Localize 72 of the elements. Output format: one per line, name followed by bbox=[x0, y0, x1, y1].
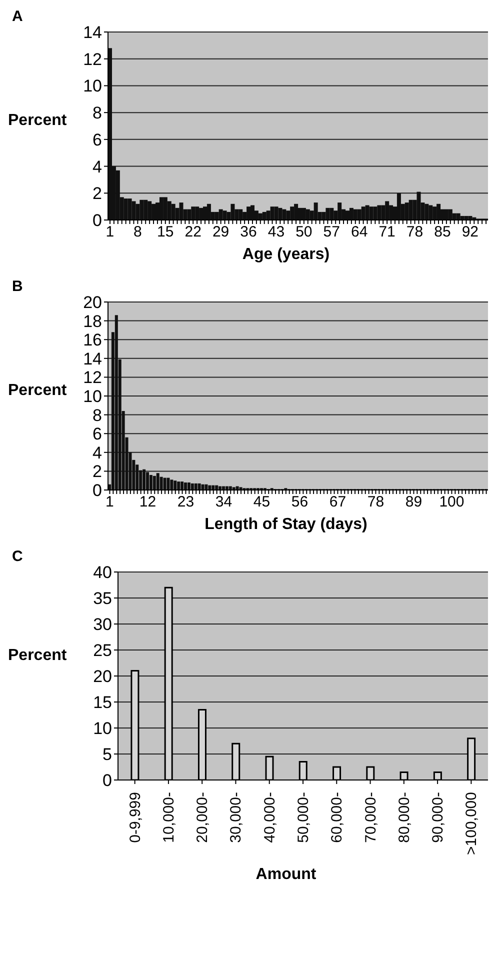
chart-title: B bbox=[12, 278, 23, 295]
y-tick-label: 10 bbox=[83, 387, 102, 406]
x-tick-label: 36 bbox=[240, 224, 257, 241]
x-tick-label: 23 bbox=[177, 494, 194, 511]
x-tick-label: 50 bbox=[296, 224, 312, 241]
x-tick-label: 1 bbox=[106, 494, 114, 511]
y-tick-label: 8 bbox=[92, 406, 102, 425]
x-axis-title: Age (years) bbox=[241, 246, 331, 264]
x-tick-label: 92 bbox=[462, 224, 479, 241]
x-tick-label: 64 bbox=[351, 224, 368, 241]
y-tick-label: 6 bbox=[92, 130, 102, 150]
x-tick-label: 50,000- bbox=[295, 792, 312, 843]
x-axis-title: Amount bbox=[254, 866, 318, 884]
y-tick-label: 20 bbox=[93, 667, 112, 686]
y-tick-label: 35 bbox=[93, 589, 112, 608]
x-tick-label: 78 bbox=[367, 494, 384, 511]
y-tick-label: 4 bbox=[92, 157, 102, 176]
x-tick-label: 89 bbox=[405, 494, 422, 511]
x-tick-label: 12 bbox=[139, 494, 156, 511]
x-tick-label: 43 bbox=[268, 224, 285, 241]
x-tick-label: 1 bbox=[106, 224, 114, 241]
y-tick-label: 10 bbox=[83, 76, 102, 96]
x-tick-label: 0-9,999 bbox=[126, 792, 144, 843]
x-tick-label: 29 bbox=[212, 224, 230, 241]
y-tick-label: 8 bbox=[92, 104, 102, 123]
x-tick-label: 78 bbox=[406, 224, 424, 241]
y-tick-label: 5 bbox=[102, 745, 112, 764]
chart-title: C bbox=[12, 548, 23, 565]
y-tick-label: 12 bbox=[83, 50, 102, 69]
x-tick-label: 90,000- bbox=[430, 792, 447, 843]
x-tick-label: 80,000- bbox=[396, 792, 413, 843]
x-tick-label: 45 bbox=[253, 494, 270, 511]
y-tick-label: 4 bbox=[92, 443, 102, 462]
x-tick-label: >100,000 bbox=[463, 792, 480, 855]
x-tick-label: 20,000- bbox=[194, 792, 212, 843]
y-tick-label: 30 bbox=[93, 615, 112, 634]
y-tick-label: 14 bbox=[83, 23, 102, 42]
x-tick-label: 30,000- bbox=[228, 792, 245, 843]
x-tick-label: 67 bbox=[329, 494, 346, 511]
y-axis-title: Percent bbox=[8, 382, 68, 400]
y-tick-label: 12 bbox=[83, 368, 102, 388]
y-axis-title: Percent bbox=[8, 647, 68, 665]
y-tick-label: 6 bbox=[92, 424, 102, 444]
x-axis-title: Length of Stay (days) bbox=[204, 516, 368, 534]
x-tick-label: 8 bbox=[134, 224, 142, 241]
x-tick-label: 71 bbox=[378, 224, 396, 241]
y-tick-label: 20 bbox=[83, 293, 102, 312]
y-tick-label: 18 bbox=[83, 312, 102, 331]
y-tick-label: 0 bbox=[92, 481, 102, 500]
chart-title: A bbox=[12, 8, 23, 25]
y-tick-label: 10 bbox=[93, 719, 112, 738]
y-tick-label: 14 bbox=[83, 349, 102, 368]
y-tick-label: 25 bbox=[93, 641, 112, 660]
y-tick-label: 15 bbox=[93, 693, 112, 712]
x-tick-label: 40,000- bbox=[261, 792, 278, 843]
y-axis-title: Percent bbox=[8, 112, 68, 130]
y-tick-label: 0 bbox=[92, 211, 102, 230]
x-tick-label: 60,000- bbox=[328, 792, 346, 843]
x-tick-label: 34 bbox=[215, 494, 232, 511]
x-tick-label: 100 bbox=[439, 494, 464, 511]
x-tick-label: 15 bbox=[157, 224, 174, 241]
y-tick-label: 2 bbox=[92, 462, 102, 482]
y-tick-label: 16 bbox=[83, 330, 102, 350]
x-tick-label: 57 bbox=[323, 224, 340, 241]
x-tick-label: 10,000- bbox=[160, 792, 178, 843]
y-tick-label: 0 bbox=[102, 771, 112, 790]
x-tick-label: 56 bbox=[291, 494, 308, 511]
x-tick-label: 70,000- bbox=[362, 792, 380, 843]
x-tick-label: 85 bbox=[434, 224, 451, 241]
y-tick-label: 2 bbox=[92, 184, 102, 204]
x-tick-label: 22 bbox=[184, 224, 202, 241]
y-tick-label: 40 bbox=[93, 563, 112, 582]
